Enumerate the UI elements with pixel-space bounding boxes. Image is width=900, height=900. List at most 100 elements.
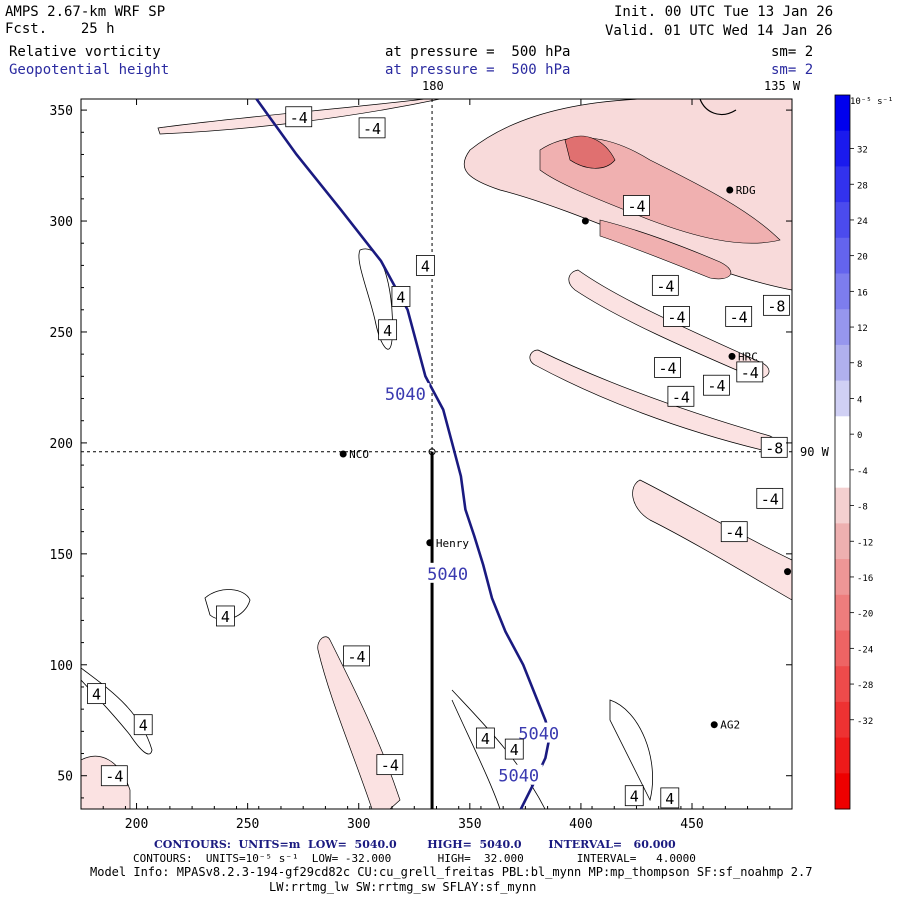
colorbar-swatch-6 (835, 309, 850, 346)
vorticity-label-7: -4 (667, 308, 685, 326)
vorticity-label-1: -4 (363, 120, 381, 138)
vorticity-label-box-22 (376, 754, 404, 776)
colorbar-tick-label-10: -8 (857, 503, 868, 513)
colorbar-unit-label: 10⁻⁵ s⁻¹ (850, 97, 893, 107)
field2-smoothing: sm= 2 (771, 62, 814, 78)
x-tick-label-350: 350 (458, 817, 481, 832)
vorticity-field (81, 99, 792, 809)
model-info: Model Info: MPASv8.2.3-194-gf29cd82c CU:… (90, 865, 813, 879)
colorbar-swatch-19 (835, 773, 850, 810)
x-tick-label-400: 400 (569, 817, 592, 832)
station-dot-HRC (728, 352, 736, 360)
colorbar-swatch-14 (835, 594, 850, 631)
y-tick-label-150: 150 (50, 548, 73, 563)
vorticity-label-25: 4 (630, 788, 639, 806)
field2-level: at pressure = 500 hPa (385, 62, 571, 78)
vort-pos-contour-5 (609, 699, 653, 802)
y-tick-label-50: 50 (57, 770, 73, 785)
vorticity-label-box-8 (725, 306, 753, 327)
colorbar-swatch-12 (835, 523, 850, 560)
colorbar-swatch-7 (835, 344, 850, 382)
vorticity-label-2: -4 (627, 198, 645, 216)
station-label-RDG: RDG (736, 184, 756, 197)
vorticity-label-box-2 (623, 195, 650, 216)
colorbar-tick-label-2: 24 (857, 217, 868, 227)
y-tick-label-100: 100 (50, 659, 73, 674)
station-dot-5 (581, 217, 589, 225)
vorticity-label-18: -4 (347, 648, 365, 666)
field2-name: Geopotential height (9, 62, 170, 78)
vorticity-label-0: -4 (290, 109, 308, 127)
vorticity-label-box-5 (378, 319, 398, 341)
vorticity-label-22: -4 (381, 757, 399, 775)
vorticity-label-11: -4 (741, 364, 759, 382)
colorbar-tick-label-13: -20 (857, 610, 873, 620)
vorticity-label-box-9 (763, 294, 790, 316)
vorticity-label-21: -4 (105, 768, 123, 786)
vorticity-label-box-17 (216, 605, 235, 627)
vorticity-label-24: 4 (510, 741, 519, 759)
colorbar-swatch-1 (835, 130, 850, 167)
vorticity-label-20: 4 (139, 717, 148, 735)
height-contour-group: 5040 5040 5040 5040 (255, 98, 563, 810)
field1-name: Relative vorticity (9, 44, 161, 60)
colorbar-tick-label-8: 0 (857, 431, 862, 441)
station-dot-AG2 (710, 721, 718, 729)
height-label-bg-2 (514, 722, 563, 743)
vorticity-label-box-4 (391, 286, 411, 307)
vorticity-label-17: 4 (221, 608, 230, 626)
guide-lines (81, 99, 792, 809)
lon-180-label: 180 (422, 79, 444, 93)
colorbar-swatch-3 (835, 202, 850, 239)
colorbar-swatch-9 (835, 416, 850, 453)
vort-region-ne-strong (564, 135, 616, 169)
colorbar-swatch-11 (835, 487, 850, 524)
vort-pos-contour-6 (699, 99, 737, 115)
field1-level: at pressure = 500 hPa (385, 44, 571, 60)
contours-vorticity-info: CONTOURS: UNITS=10⁻⁵ s⁻¹ LOW= -32.000 HI… (133, 852, 696, 865)
colorbar-tick-label-4: 16 (857, 288, 868, 298)
colorbar-swatch-5 (835, 273, 850, 310)
colorbar-swatch-4 (835, 237, 850, 274)
y-tick-label-300: 300 (50, 215, 73, 230)
colorbar-tick-label-1: 28 (857, 181, 868, 191)
height-label-1: 5040 (427, 565, 468, 585)
model-info-2: LW:rrtmg_lw SW:rrtmg_sw SFLAY:sf_mynn (269, 880, 537, 894)
colorbar-tick-label-6: 8 (857, 360, 862, 370)
vorticity-label-box-10 (654, 357, 681, 378)
station-dot-RDG (726, 186, 734, 194)
colorbar-frame (834, 94, 851, 810)
vorticity-label-15: -4 (761, 490, 779, 508)
colorbar-swatch-13 (835, 559, 850, 596)
colorbar-tick-label-11: -12 (857, 538, 873, 548)
station-markers: NCO Henry RDG HRC AG2 (339, 184, 792, 732)
vorticity-label-19: 4 (92, 686, 101, 704)
field1-smoothing: sm= 2 (771, 44, 814, 60)
axes: 200 250 300 350 400 450 50 100 150 200 250 300 350 (50, 99, 793, 832)
station-dot-NCO (339, 450, 347, 458)
height-contour-5040 (255, 98, 552, 810)
vorticity-label-box-25 (624, 785, 644, 807)
vorticity-label-box-23 (475, 727, 495, 749)
vort-pos-contour-3 (81, 667, 153, 755)
colorbar-tick-label-0: 32 (857, 146, 868, 156)
height-label-3: 5040 (498, 767, 539, 787)
vorticity-label-9: -8 (767, 297, 785, 315)
station-label-NCO: NCO (349, 448, 369, 461)
colorbar-swatch-0 (835, 95, 850, 132)
y-tick-label-350: 350 (50, 104, 73, 119)
vorticity-label-26: 4 (665, 790, 674, 808)
station-dot-6 (784, 568, 792, 576)
colorbar-swatch-15 (835, 630, 850, 667)
station-dot-Henry (426, 539, 434, 547)
vort-band-3 (632, 479, 792, 601)
station-label-HRC: HRC (738, 350, 758, 363)
vorticity-label-box-6 (651, 274, 679, 296)
vorticity-label-box-12 (703, 374, 730, 396)
x-tick-label-450: 450 (680, 817, 703, 832)
colorbar-swatch-2 (835, 166, 850, 203)
vorticity-label-box-0 (285, 106, 313, 128)
vorticity-label-box-19 (87, 683, 106, 705)
